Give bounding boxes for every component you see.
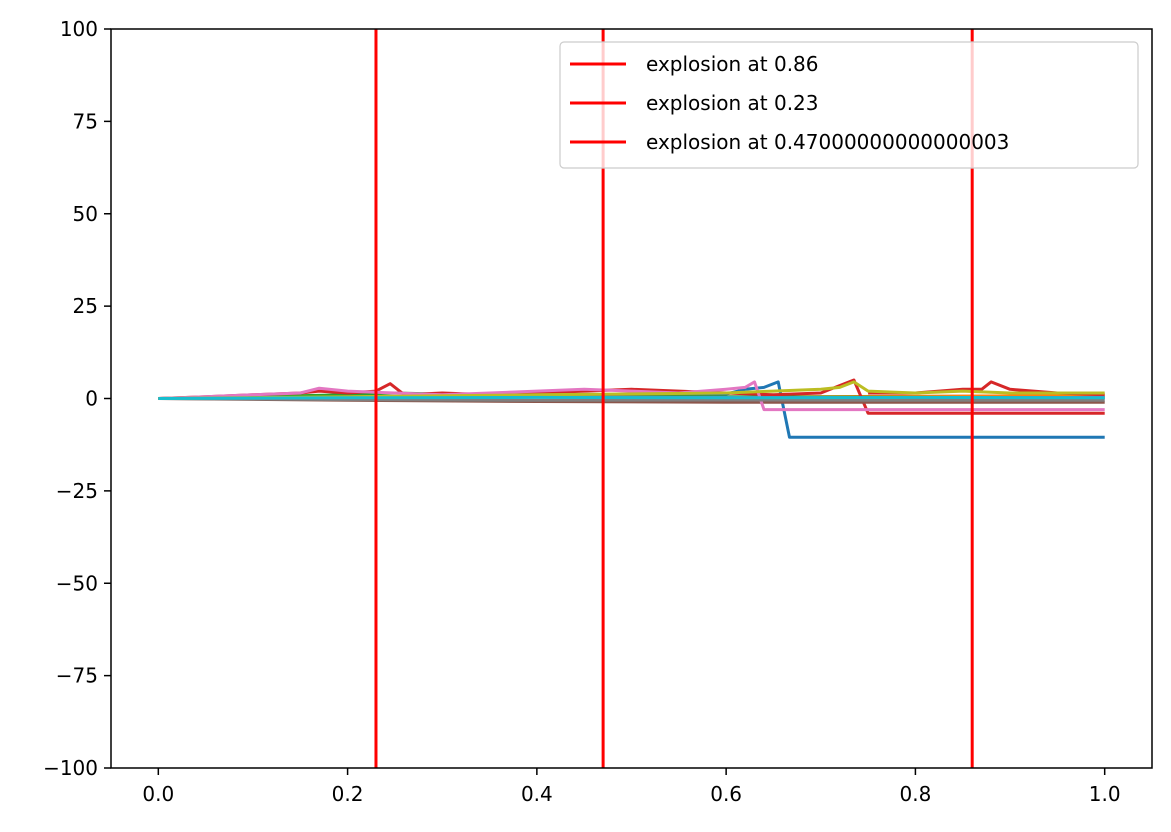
x-tick-label-4: 0.8 <box>900 782 932 806</box>
y-tick-label-0: −100 <box>43 756 98 780</box>
y-tick-label-4: 0 <box>85 387 98 411</box>
series-line-9 <box>158 380 1105 400</box>
legend-box <box>559 41 1139 169</box>
series-line-3 <box>158 378 1105 415</box>
x-axis-ticks: 0.0 0.2 0.4 0.6 0.8 1.0 <box>142 768 1121 806</box>
x-tick-label-5: 1.0 <box>1089 782 1121 806</box>
y-axis-ticks: −100 −75 −50 −25 0 25 50 75 100 <box>43 17 111 780</box>
y-tick-label-8: 100 <box>60 17 98 41</box>
legend-label-1: explosion at 0.23 <box>646 91 819 115</box>
series-layer <box>158 378 1105 439</box>
x-tick-label-0: 0.0 <box>142 782 174 806</box>
y-tick-label-5: 25 <box>73 294 98 318</box>
y-tick-label-7: 75 <box>73 109 98 133</box>
series-line-10 <box>158 395 1105 400</box>
series-line-7 <box>158 380 1105 412</box>
x-tick-label-2: 0.4 <box>521 782 553 806</box>
y-tick-label-3: −25 <box>56 479 98 503</box>
legend-label-0: explosion at 0.86 <box>646 52 819 76</box>
legend: explosion at 0.86 explosion at 0.23 expl… <box>559 41 1139 169</box>
y-tick-label-1: −75 <box>56 664 98 688</box>
x-tick-label-3: 0.6 <box>710 782 742 806</box>
legend-label-2: explosion at 0.47000000000000003 <box>646 130 1009 154</box>
y-tick-label-2: −50 <box>56 571 98 595</box>
y-tick-label-6: 50 <box>73 202 98 226</box>
x-tick-label-1: 0.2 <box>332 782 364 806</box>
series-line-8 <box>158 397 1105 402</box>
